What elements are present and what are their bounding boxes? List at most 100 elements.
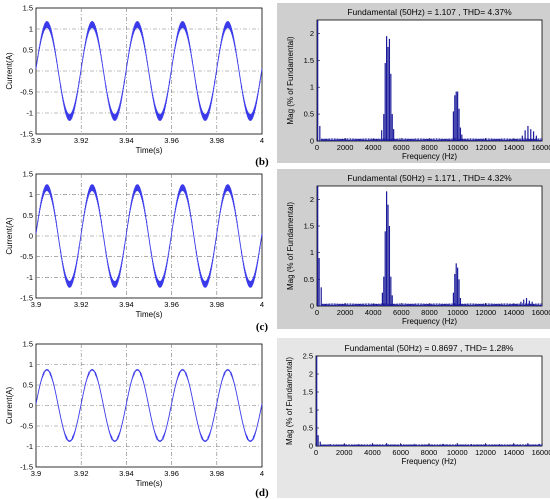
y-axis-label: Current(A) xyxy=(5,217,14,255)
x-tick-label: 2000 xyxy=(337,308,354,317)
x-tick-label: 0 xyxy=(314,448,318,457)
x-tick-label: 3.9 xyxy=(31,136,41,145)
x-axis-label: Frequency (Hz) xyxy=(401,457,456,466)
y-tick-label: 0.5 xyxy=(23,211,33,220)
y-tick-label: 1 xyxy=(29,190,33,199)
y-tick-label: 1 xyxy=(309,406,313,415)
x-tick-label: 14000 xyxy=(503,448,524,457)
x-tick-label: 3.98 xyxy=(209,136,224,145)
y-tick-label: 0.5 xyxy=(23,381,33,390)
current-waveform xyxy=(35,21,263,121)
y-tick-label: 0.5 xyxy=(23,46,33,55)
plot-area xyxy=(316,19,543,142)
x-tick-label: 4000 xyxy=(365,143,382,152)
x-tick-label: 14000 xyxy=(503,143,524,152)
y-tick-label: 1 xyxy=(310,248,314,257)
x-tick-label: 8000 xyxy=(421,448,438,457)
x-tick-label: 4000 xyxy=(364,448,381,457)
y-axis-label: Current(A) xyxy=(5,386,14,424)
y-tick-label: -1 xyxy=(26,442,33,451)
x-tick-label: 10000 xyxy=(447,448,468,457)
x-axis-label: Time(s) xyxy=(136,310,163,319)
y-tick-label: 0.5 xyxy=(304,110,314,119)
y-tick-label: 0.5 xyxy=(304,275,314,284)
y-tick-label: 0.5 xyxy=(303,424,313,433)
x-tick-label: 3.92 xyxy=(74,136,89,145)
caption-b: (b) xyxy=(255,156,269,168)
current-waveform xyxy=(35,369,263,442)
plot-area xyxy=(316,185,543,307)
x-tick-label: 14000 xyxy=(503,308,524,317)
y-tick-label: 2 xyxy=(309,370,313,379)
x-tick-label: 3.96 xyxy=(164,136,179,145)
x-tick-label: 0 xyxy=(315,143,319,152)
x-tick-label: 6000 xyxy=(393,308,410,317)
x-tick-label: 12000 xyxy=(475,308,496,317)
chart-title: Fundamental (50Hz) = 1.107 , THD= 4.37% xyxy=(347,7,512,17)
x-tick-label: 8000 xyxy=(421,308,438,317)
y-tick-label: -1.5 xyxy=(20,130,33,139)
y-tick-label: -1 xyxy=(26,109,33,118)
plot-area xyxy=(315,355,543,447)
x-tick-label: 12000 xyxy=(475,143,496,152)
current-waveform xyxy=(35,184,263,288)
x-tick-label: 3.92 xyxy=(74,469,89,478)
x-tick-label: 3.94 xyxy=(119,300,134,309)
waveform-panel-d: 3.9 3.92 3.94 3.96 3.98 4 1.5 1 0.5 0 -0.5 -1 -1.5 Ti… xyxy=(5,340,264,489)
caption-d: (d) xyxy=(255,487,269,499)
y-tick-label: 1.5 xyxy=(304,56,314,65)
spectrum-panel-d: Fundamental (50Hz) = 0.8697 , THD= 1.28%… xyxy=(277,338,550,498)
x-tick-label: 6000 xyxy=(392,448,409,457)
x-tick-label: 2000 xyxy=(337,143,354,152)
spectrum-panel-b: Fundamental (50Hz) = 1.107 , THD= 4.37% 0… xyxy=(277,3,550,163)
y-axis-label: Mag (% of Fundamental) xyxy=(286,36,295,124)
x-tick-label: 10000 xyxy=(447,143,468,152)
y-tick-label: 1 xyxy=(310,83,314,92)
y-axis-label: Current(A) xyxy=(5,52,14,90)
x-tick-label: 4000 xyxy=(365,308,382,317)
y-tick-label: 1.5 xyxy=(303,388,313,397)
y-tick-label: 2 xyxy=(310,195,314,204)
x-tick-label: 3.98 xyxy=(209,469,224,478)
x-axis-label: Time(s) xyxy=(136,479,163,488)
y-tick-label: -1 xyxy=(26,273,33,282)
y-tick-label: 0 xyxy=(310,302,314,311)
y-tick-label: -0.5 xyxy=(20,252,33,261)
x-tick-label: 4 xyxy=(260,300,264,309)
x-tick-label: 3.96 xyxy=(164,300,179,309)
y-tick-label: 1 xyxy=(29,25,33,34)
x-axis-label: Time(s) xyxy=(136,146,163,155)
chart-title: Fundamental (50Hz) = 0.8697 , THD= 1.28% xyxy=(345,343,514,353)
x-tick-label: 0 xyxy=(315,308,319,317)
x-tick-label: 3.9 xyxy=(31,300,41,309)
y-tick-label: 0 xyxy=(310,137,314,146)
y-tick-label: 1.5 xyxy=(304,222,314,231)
y-tick-label: -1.5 xyxy=(20,294,33,303)
x-tick-label: 4 xyxy=(260,469,264,478)
y-axis-label: Mag (% of Fundamental) xyxy=(286,202,295,290)
y-tick-label: -0.5 xyxy=(20,88,33,97)
y-tick-label: 1.5 xyxy=(23,340,33,349)
x-tick-label: 10000 xyxy=(447,308,468,317)
y-tick-label: -0.5 xyxy=(20,422,33,431)
waveform-panel-c: 3.9 3.92 3.94 3.96 3.98 4 1.5 1 0.5 0 -0.5 -1 -1.5 Ti… xyxy=(5,170,264,320)
y-tick-label: 2 xyxy=(310,29,314,38)
y-tick-label: 0 xyxy=(29,67,33,76)
y-tick-label: 0 xyxy=(309,442,313,451)
x-tick-label: 2000 xyxy=(336,448,353,457)
x-tick-label: 12000 xyxy=(475,448,496,457)
x-tick-label: 3.98 xyxy=(209,300,224,309)
spectrum-panel-c: Fundamental (50Hz) = 1.171 , THD= 4.32% 0… xyxy=(277,169,550,329)
caption-c: (c) xyxy=(256,321,269,333)
x-tick-label: 8000 xyxy=(421,143,438,152)
y-tick-label: 0 xyxy=(29,232,33,241)
chart-title: Fundamental (50Hz) = 1.171 , THD= 4.32% xyxy=(347,173,512,183)
x-tick-label: 3.9 xyxy=(31,469,41,478)
x-tick-label: 3.92 xyxy=(74,300,89,309)
y-tick-label: 1.5 xyxy=(23,170,33,179)
x-tick-label: 4 xyxy=(260,136,264,145)
